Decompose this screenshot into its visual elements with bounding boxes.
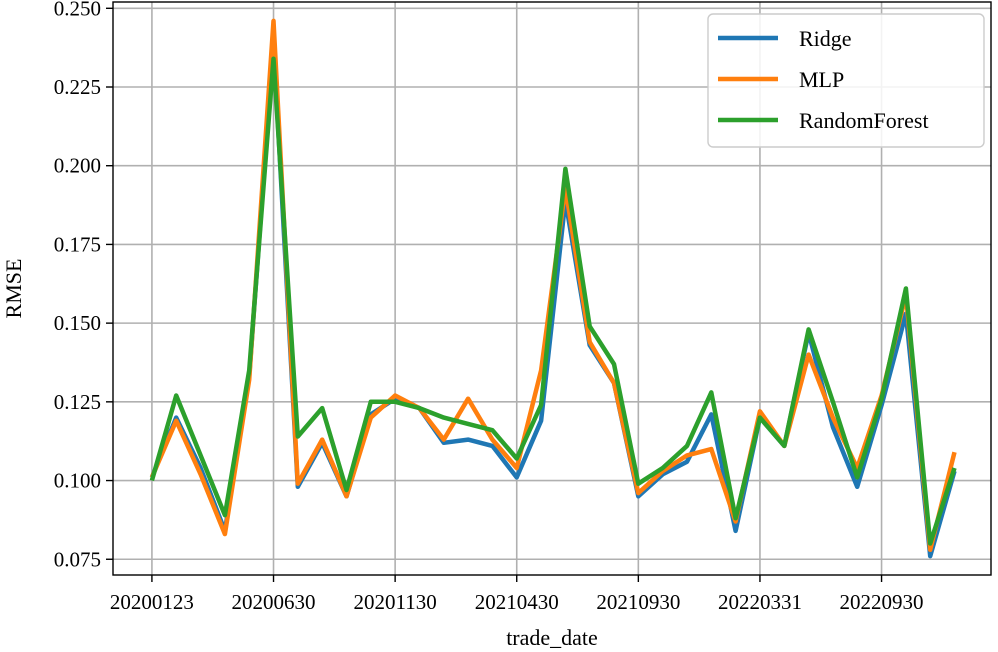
x-tick-label: 20201130 [354,590,437,614]
y-tick-label: 0.150 [54,311,101,335]
legend-label-mlp: MLP [799,67,844,92]
axis-ticks: 20200123 20200630 20201130 20210430 20210930… [54,0,924,614]
y-tick-label: 0.225 [54,75,101,99]
x-tick-label: 20220930 [840,590,924,614]
y-tick-label: 0.075 [54,547,101,571]
x-tick-label: 20220331 [718,590,802,614]
x-tick-label: 20210930 [596,590,680,614]
x-tick-label: 20200123 [110,590,194,614]
legend-box [707,13,985,148]
y-tick-label: 0.250 [54,0,101,20]
x-axis-label: trade_date [506,625,598,650]
plot-frame [112,1,992,576]
legend: Ridge MLP RandomForest [707,13,985,148]
x-tick-label: 20200630 [232,590,316,614]
y-tick-label: 0.175 [54,232,101,256]
series-line-randomforest [149,56,957,546]
legend-label-ridge: Ridge [799,26,852,51]
y-tick-label: 0.125 [54,390,101,414]
legend-label-randomforest: RandomForest [799,108,929,133]
x-tick-label: 20210430 [475,590,559,614]
y-tick-label: 0.200 [54,154,101,178]
y-tick-label: 0.100 [54,469,101,493]
y-axis-label: RMSE [1,259,26,319]
series-lines [149,18,957,559]
